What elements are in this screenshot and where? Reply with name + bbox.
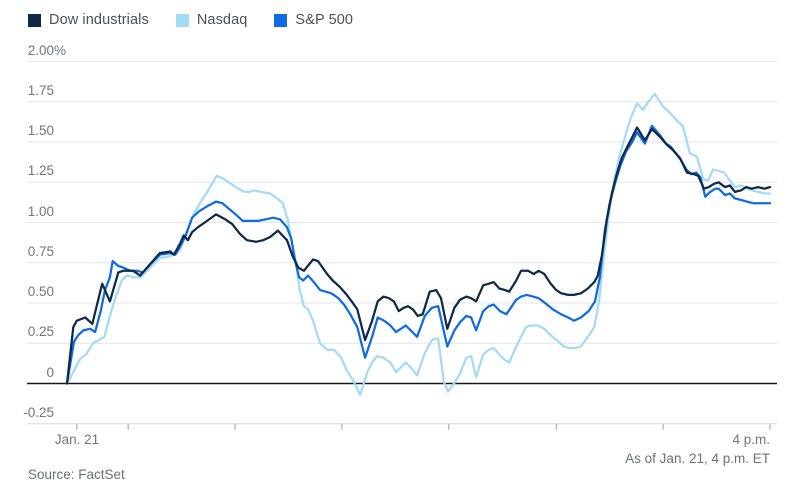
y-axis-tick-label: 2.00%: [27, 42, 67, 58]
y-axis-tick-label: 1.75: [27, 82, 54, 98]
legend-item-sp500: S&P 500: [274, 12, 353, 28]
nasdaq-swatch-icon: [175, 13, 189, 27]
dow-swatch-icon: [28, 13, 41, 27]
y-axis-tick-label: 0.25: [27, 324, 54, 340]
legend-label: Dow industrials: [49, 12, 149, 28]
percent-suffix: %: [54, 42, 67, 58]
x-axis-label-close: 4 p.m.: [732, 432, 770, 447]
y-axis-tick-label: -0.25: [23, 404, 54, 420]
y-axis-tick-label: 0: [46, 364, 54, 380]
chart-legend: Dow industrials Nasdaq S&P 500: [28, 12, 353, 28]
legend-label: Nasdaq: [196, 12, 248, 28]
sp500-swatch-icon: [274, 13, 288, 27]
legend-item-dow: Dow industrials: [28, 12, 149, 28]
gridlines: [27, 61, 777, 430]
y-axis-tick-label: 1.25: [27, 163, 54, 179]
source-note: Source: FactSet: [28, 467, 125, 482]
y-axis-tick-label: 0.50: [27, 284, 54, 299]
y-axis-tick-label: 1.00: [27, 203, 54, 219]
legend-label: S&P 500: [295, 12, 354, 28]
series-line-dow-industrials: [65, 126, 772, 385]
legend-item-nasdaq: Nasdaq: [175, 12, 248, 28]
chart-series: [65, 92, 772, 396]
y-axis-tick-label: 0.75: [27, 243, 54, 259]
x-axis-label-open: Jan. 21: [54, 432, 100, 447]
as-of-note: As of Jan. 21, 4 p.m. ET: [625, 451, 770, 466]
y-axis-tick-label: 1.50: [27, 123, 54, 138]
series-line-nasdaq: [65, 92, 772, 396]
